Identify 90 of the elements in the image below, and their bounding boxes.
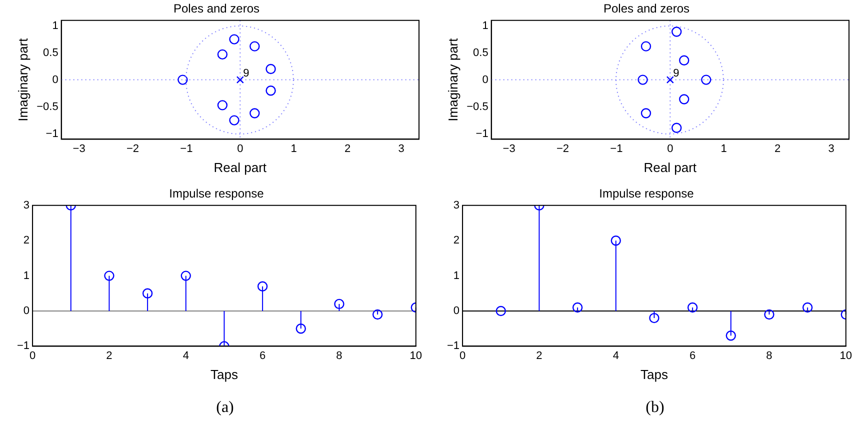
y-tick-label: 0 <box>52 74 58 86</box>
point <box>572 302 583 313</box>
point <box>679 55 690 66</box>
point <box>296 324 306 334</box>
x-tick-label: −2 <box>556 142 570 155</box>
y-tick-label: −0.5 <box>466 100 488 113</box>
x-tick-label: 3 <box>828 142 834 155</box>
text: (b) <box>644 399 666 417</box>
point <box>701 74 712 85</box>
x-tick-label: 6 <box>259 350 266 362</box>
y-tick-label: 0 <box>23 305 30 318</box>
y-tick-label: −1 <box>16 340 30 352</box>
x-tick-label: 4 <box>182 350 189 362</box>
x-tick-label: 2 <box>344 142 351 155</box>
point <box>142 288 153 298</box>
y-tick-label: 3 <box>23 199 30 212</box>
y-tick-label: 1 <box>23 270 30 282</box>
y-tick-label: 1 <box>482 20 488 32</box>
x-tick-label: 2 <box>536 350 542 362</box>
x-tick-label: 0 <box>237 142 244 155</box>
point <box>180 270 191 281</box>
y-tick-label: −0.5 <box>36 100 58 113</box>
y-tick-label: −1 <box>46 128 58 140</box>
annotation: 9 <box>243 67 250 80</box>
point <box>104 270 114 281</box>
point <box>649 312 660 324</box>
y-tick-label: 2 <box>453 234 460 247</box>
x-axis-title: Real part <box>214 160 267 175</box>
y-tick-label: −1 <box>476 128 488 140</box>
point <box>334 298 344 310</box>
x-tick-label: 2 <box>106 350 112 362</box>
x-tick-label: 3 <box>398 142 404 155</box>
x-axis-title: Taps <box>210 366 238 382</box>
y-tick-label: 0.5 <box>473 46 488 59</box>
y-tick-label: 3 <box>453 199 460 212</box>
chart-title: Impulse response <box>599 186 694 201</box>
y-axis-title: Imaginary part <box>15 38 30 122</box>
y-tick-label: 1 <box>52 20 58 32</box>
point <box>250 41 260 52</box>
point <box>250 108 260 118</box>
y-tick-label: 0 <box>453 305 460 318</box>
x-tick-label: −2 <box>126 142 140 155</box>
point <box>372 309 383 320</box>
x-tick-label: 8 <box>766 350 772 362</box>
point <box>610 236 621 246</box>
x-tick-label: −3 <box>72 142 86 155</box>
point <box>638 74 648 85</box>
x-tick-label: 0 <box>667 142 674 155</box>
x-tick-label: 10 <box>840 350 852 362</box>
x-tick-label: 1 <box>720 142 727 155</box>
point <box>687 302 698 313</box>
point <box>217 49 228 60</box>
point <box>229 34 240 44</box>
point <box>257 281 268 292</box>
y-tick-label: 2 <box>23 234 30 247</box>
text: (a) <box>215 399 235 417</box>
x-tick-label: −3 <box>502 142 516 155</box>
point <box>266 64 276 74</box>
point <box>640 41 652 52</box>
x-tick-label: 2 <box>774 142 781 155</box>
x-tick-label: −1 <box>180 142 193 155</box>
point <box>672 26 682 37</box>
point <box>726 330 736 341</box>
y-axis-title: Imaginary part <box>445 38 460 122</box>
point <box>764 309 774 320</box>
x-tick-label: 1 <box>290 142 297 155</box>
point <box>640 108 652 118</box>
point <box>217 100 228 110</box>
point <box>496 306 506 316</box>
x-axis-title: Real part <box>644 160 697 175</box>
point <box>229 115 240 126</box>
chart-title: Poles and zeros <box>603 2 690 16</box>
x-tick-label: 8 <box>336 350 342 362</box>
x-tick-label: 4 <box>612 350 619 362</box>
annotation: 9 <box>673 67 680 80</box>
point <box>802 302 813 313</box>
point <box>672 122 682 133</box>
point <box>679 94 690 104</box>
chart-title: Poles and zeros <box>173 2 260 16</box>
x-tick-label: 6 <box>689 350 696 362</box>
y-tick-label: 1 <box>453 270 460 282</box>
point <box>266 86 276 96</box>
x-tick-label: 10 <box>410 350 422 362</box>
y-tick-label: 0 <box>482 74 488 86</box>
y-tick-label: 0.5 <box>43 46 58 59</box>
chart-title: Impulse response <box>169 186 264 201</box>
x-axis-title: Taps <box>640 366 668 382</box>
point <box>178 74 188 85</box>
x-tick-label: −1 <box>610 142 623 155</box>
y-tick-label: −1 <box>446 340 460 352</box>
